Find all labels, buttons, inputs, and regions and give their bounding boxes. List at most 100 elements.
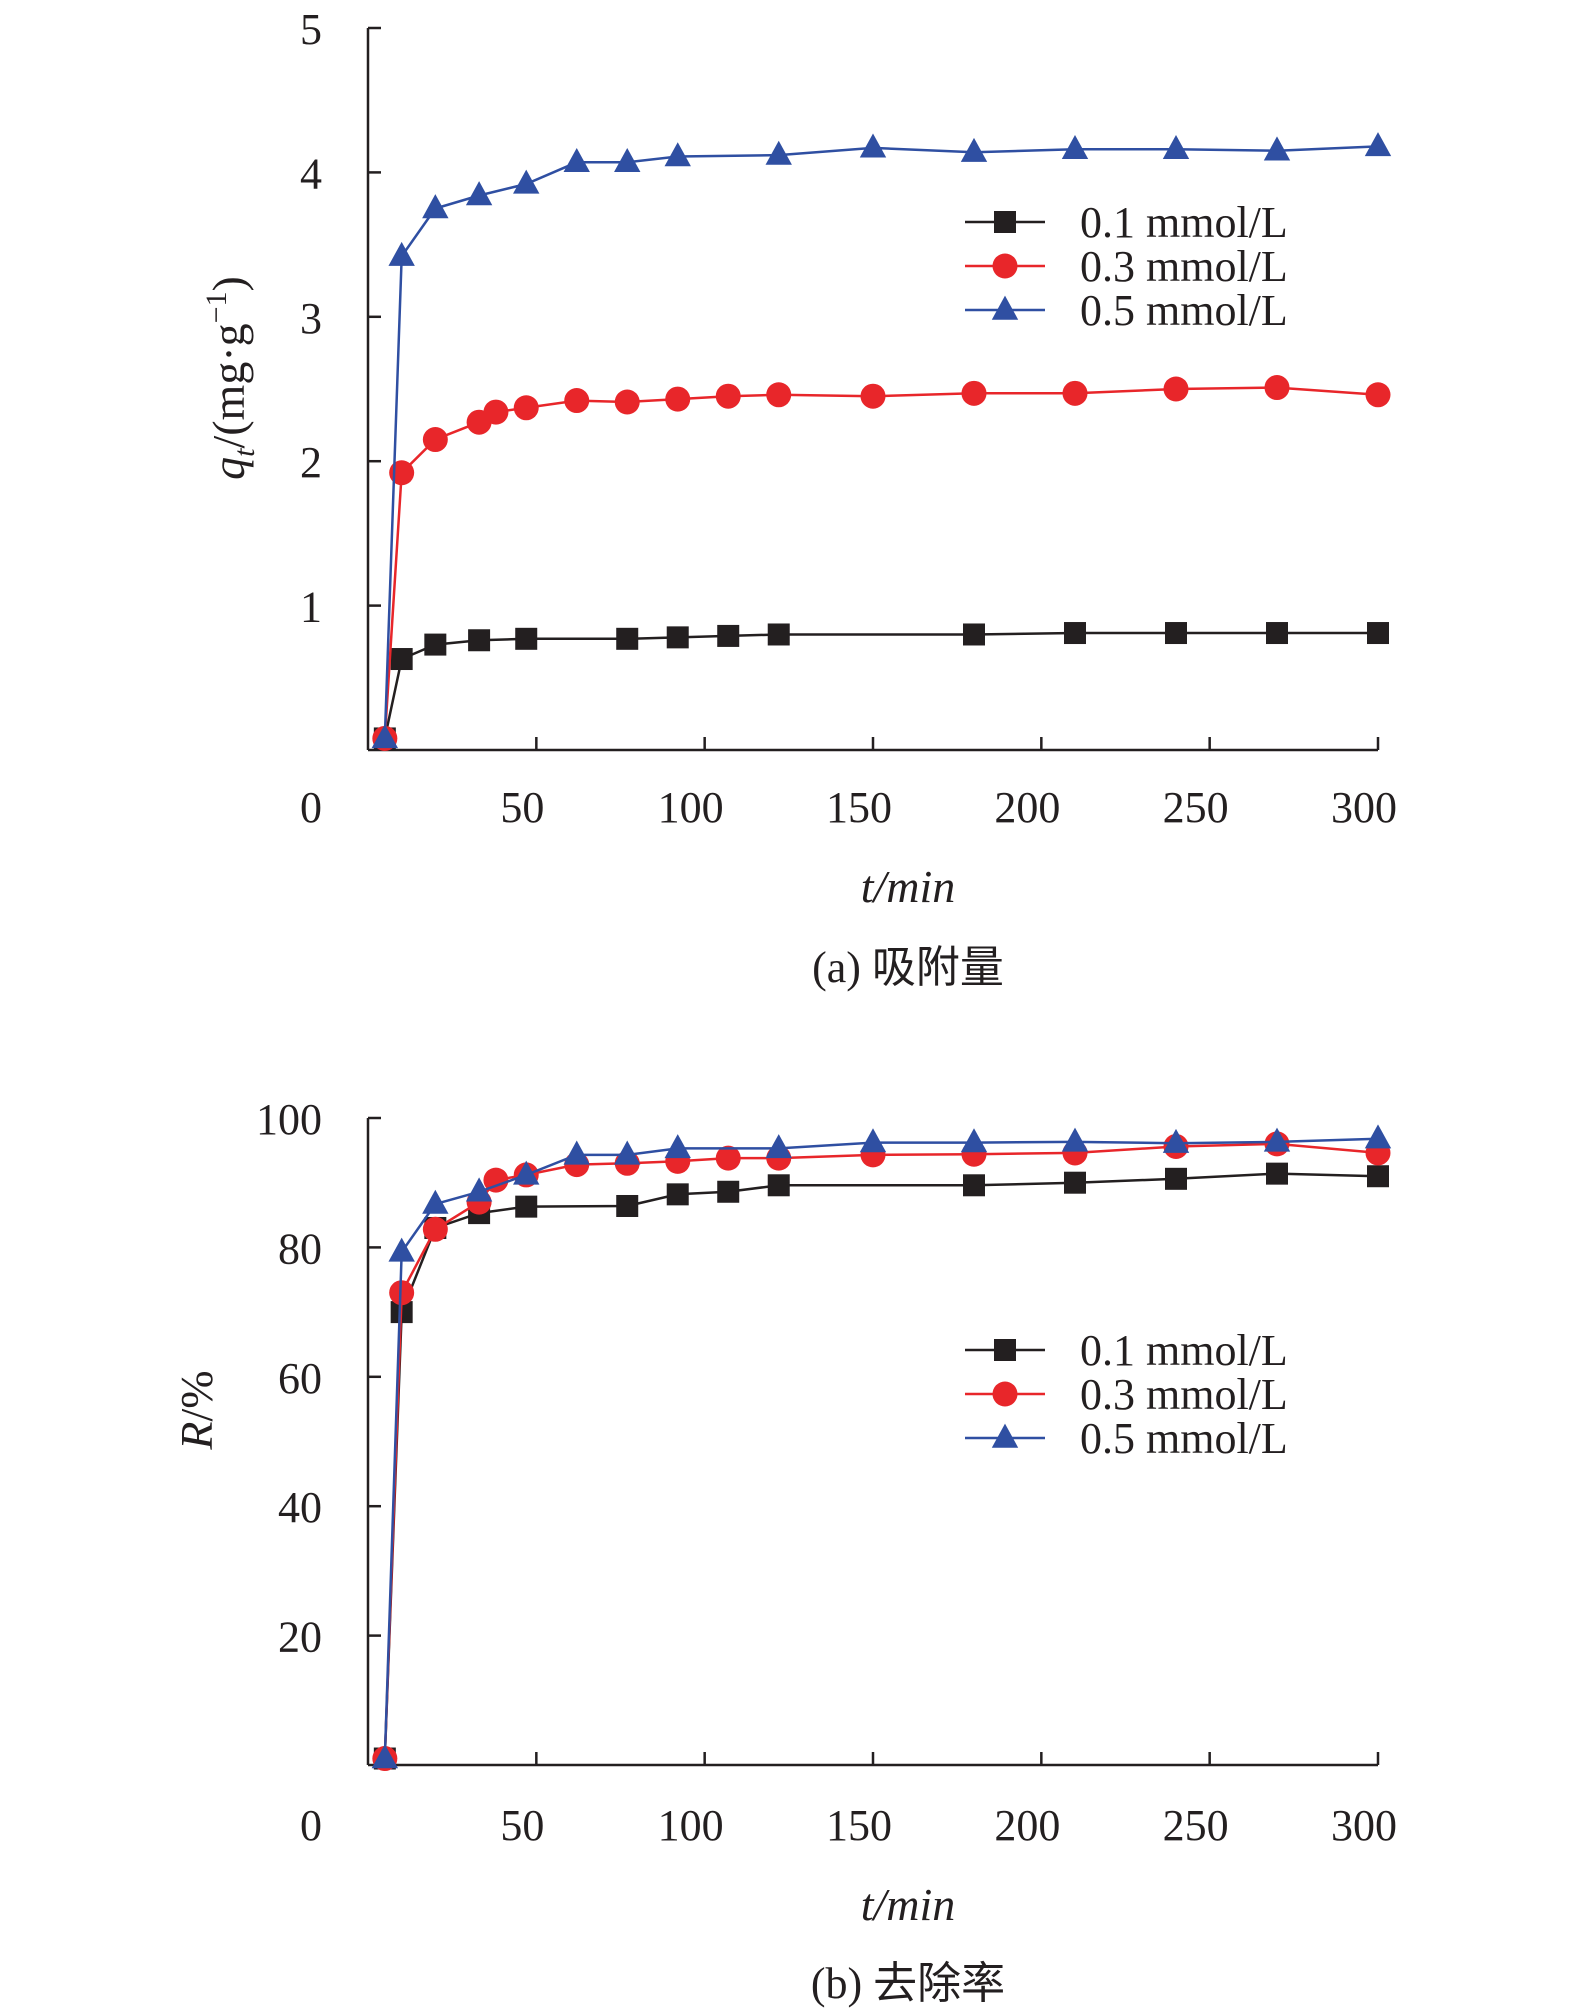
data-point — [766, 382, 792, 408]
data-point — [1266, 1162, 1288, 1185]
x-axis-label-adsorption: t/min — [861, 861, 956, 912]
data-point — [767, 1174, 790, 1197]
data-point — [1061, 134, 1089, 159]
data-point — [1064, 1171, 1086, 1194]
data-point — [859, 133, 887, 158]
data-point — [424, 633, 447, 656]
data-point — [715, 1145, 741, 1171]
x-tick-label: 300 — [1331, 783, 1397, 832]
data-point — [1062, 380, 1088, 406]
data-point — [563, 147, 590, 172]
data-point — [515, 1195, 538, 1218]
x-tick-label: 200 — [994, 1801, 1060, 1850]
series-0-1-mmol-l — [373, 1162, 1389, 1770]
x-tick-label: 100 — [658, 1801, 724, 1850]
x-axis-label-removal-rate: t/min — [861, 1879, 956, 1930]
y-tick-label: 100 — [256, 1095, 322, 1144]
y-tick-label: 4 — [300, 149, 322, 198]
x-axis-label-text: t/min — [861, 861, 956, 912]
data-point — [664, 1134, 691, 1159]
data-point — [513, 1160, 540, 1185]
legend-label: 0.3 mmol/L — [1080, 242, 1288, 291]
legend-swatch-marker — [991, 295, 1019, 320]
legend-swatch-marker — [991, 1423, 1019, 1448]
y-label-unit-pre: /(mg·g — [203, 323, 254, 448]
legend-adsorption: 0.1 mmol/L0.3 mmol/L0.5 mmol/L — [965, 198, 1288, 335]
data-point — [389, 1280, 415, 1306]
legend-removal-rate: 0.1 mmol/L0.3 mmol/L0.5 mmol/L — [965, 1326, 1288, 1463]
y-axis-label-adsorption: qt/(mg·g−1) — [200, 276, 261, 480]
data-point — [717, 1180, 740, 1203]
data-point — [1165, 1167, 1187, 1190]
data-point — [765, 1134, 792, 1159]
x-tick-label: 100 — [658, 783, 724, 832]
series-0-3-mmol-l — [372, 375, 1391, 751]
x-tick-label: 150 — [826, 783, 892, 832]
data-point — [616, 1194, 639, 1217]
data-point — [1364, 1124, 1392, 1149]
x-tick-label: 50 — [500, 1801, 544, 1850]
y-tick-label: 3 — [300, 294, 322, 343]
chart-panel-adsorption: 0 1 2 3 4 5 50 100 150 200 250 300 0.1 mmol/L0.3 mmo… — [200, 5, 1397, 992]
x-tick-label: 300 — [1331, 1801, 1397, 1850]
data-point — [1263, 1127, 1291, 1152]
data-point — [1061, 1127, 1089, 1152]
y-label-var: R — [171, 1422, 222, 1451]
plot-area-adsorption: 0 1 2 3 4 5 50 100 150 200 250 300 0.1 mmol/L0.3 mmo… — [300, 5, 1397, 832]
data-point — [614, 389, 640, 415]
legend-swatch-marker — [994, 211, 1016, 233]
caption-adsorption: (a) 吸附量 — [812, 943, 1004, 992]
y-tick-label: 0 — [300, 1801, 322, 1850]
data-point — [963, 1174, 985, 1197]
series-line — [383, 1172, 1379, 1759]
data-point — [960, 1128, 988, 1153]
data-point — [666, 1183, 689, 1206]
data-point — [960, 137, 988, 162]
y-tick-label: 5 — [300, 5, 322, 54]
legend-swatch-marker — [994, 1339, 1016, 1361]
data-point — [614, 147, 641, 172]
series-line — [383, 386, 1379, 739]
data-point — [963, 623, 985, 646]
caption-removal-rate: (b) 去除率 — [811, 1959, 1005, 2008]
legend-label: 0.5 mmol/L — [1080, 286, 1288, 335]
y-label-unit: /% — [171, 1370, 222, 1421]
y-tick-label: 60 — [278, 1354, 322, 1403]
data-point — [564, 388, 590, 414]
data-point — [422, 194, 449, 219]
data-point — [1064, 622, 1086, 645]
data-point — [664, 142, 691, 167]
data-point — [859, 1128, 887, 1153]
data-point — [665, 386, 691, 412]
y-tick-label: 80 — [278, 1224, 322, 1273]
data-point — [465, 1177, 493, 1202]
series-0-5-mmol-l — [371, 132, 1392, 749]
y-axis-label-removal-rate: R/% — [171, 1370, 222, 1450]
data-point — [388, 1237, 415, 1262]
x-tick-label: 150 — [826, 1801, 892, 1850]
data-point — [422, 1216, 448, 1242]
data-point — [767, 623, 790, 646]
data-point — [1266, 622, 1288, 645]
legend-swatch-marker — [992, 253, 1018, 279]
data-point — [371, 724, 399, 749]
y-tick-label: 40 — [278, 1483, 322, 1532]
x-axis-label-text: t/min — [861, 1879, 956, 1930]
x-tick-label: 200 — [994, 783, 1060, 832]
data-point — [371, 1744, 399, 1769]
data-point — [1367, 622, 1389, 645]
data-point — [1365, 382, 1391, 408]
y-tick-label: 20 — [278, 1613, 322, 1662]
data-point — [1264, 375, 1290, 401]
y-label-var: q — [203, 457, 254, 480]
data-point — [1165, 622, 1187, 645]
data-point — [614, 1140, 641, 1165]
y-label-sub: t — [228, 448, 261, 457]
legend-label: 0.1 mmol/L — [1080, 1326, 1288, 1375]
data-point — [1367, 1165, 1389, 1188]
y-label-unit-post: ) — [203, 276, 254, 291]
data-point — [1162, 1128, 1190, 1153]
data-point — [422, 427, 448, 453]
